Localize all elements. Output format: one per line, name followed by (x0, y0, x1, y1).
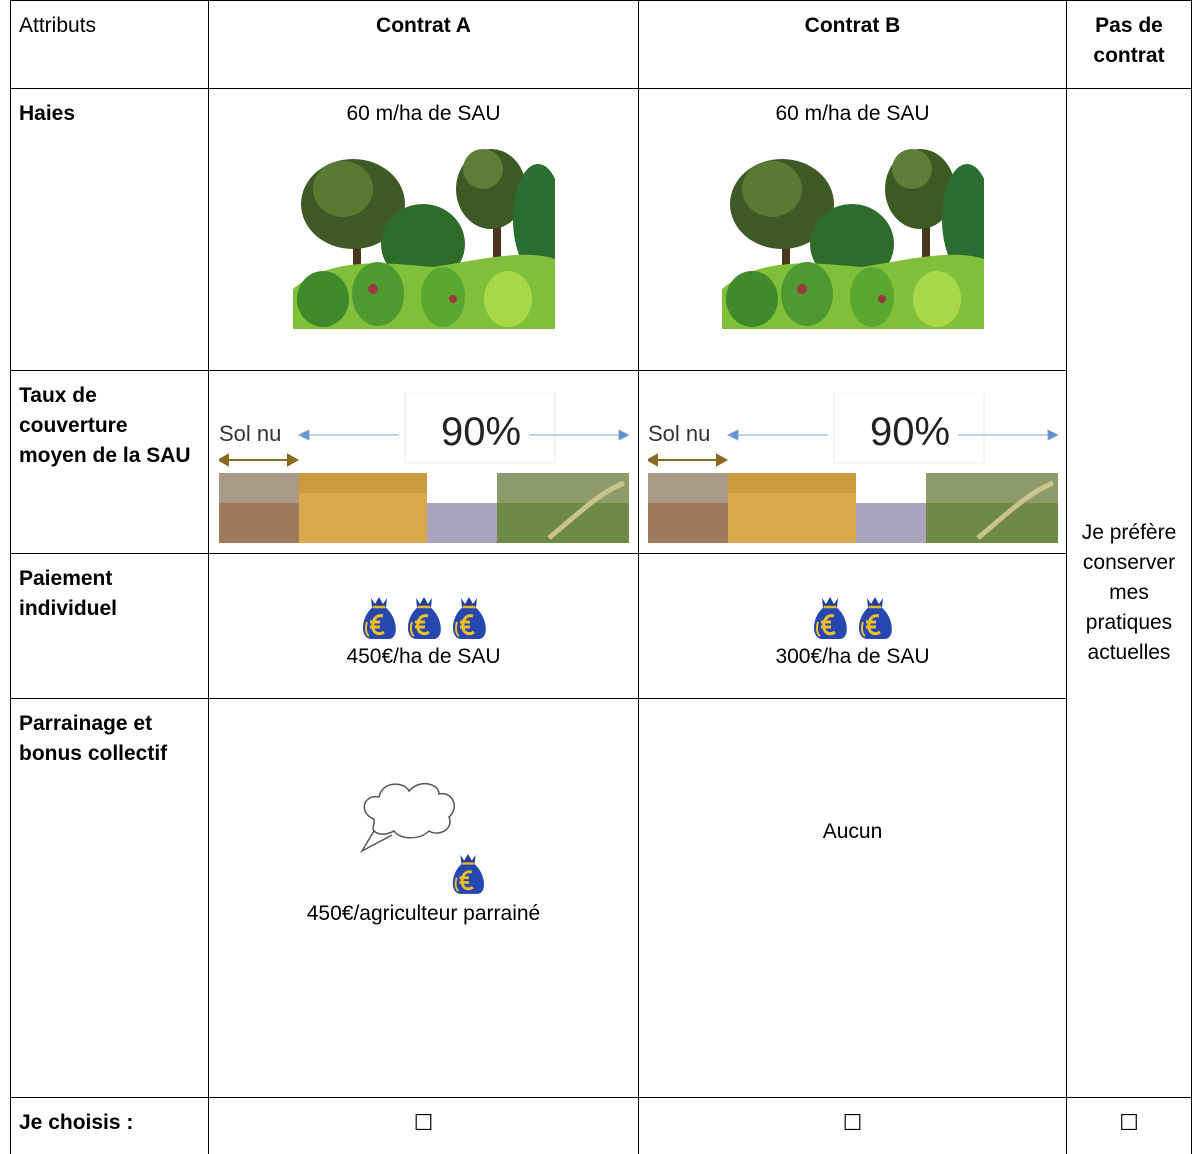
row-label: Haies (10, 88, 209, 371)
row-couverture: Taux de couverture moyen de la SAU Sol n… (10, 370, 1192, 554)
cell: Aucun (638, 698, 1067, 1098)
row-choice: Je choisis : ☐ ☐ ☐ (10, 1097, 1192, 1154)
row-paiement: Paiement individuel 450€/ha de SAU 300€/… (10, 553, 1192, 699)
sponsor-image (359, 783, 485, 895)
arrow (297, 429, 399, 441)
arrow (726, 429, 828, 441)
arrow (218, 453, 299, 467)
cell-text: 450€/agriculteur parrainé (306, 902, 541, 925)
choice-table: Attributs Contrat A Contrat B Pas de con… (10, 0, 1192, 1154)
header-cell: Attributs (10, 0, 209, 89)
cell: 60 m/ha de SAU (208, 88, 639, 371)
cell-text: 300€/ha de SAU (775, 645, 930, 668)
coverage-image: Sol nu 90% (218, 393, 629, 543)
checkbox[interactable]: ☐ (1066, 1097, 1192, 1154)
arrow (647, 453, 728, 467)
checkbox[interactable]: ☐ (638, 1097, 1067, 1154)
row-label: Parrainage et bonus collectif (10, 698, 209, 1098)
row-haies: Haies 60 m/ha de SAU 60 m/ha de SAU Je p… (10, 88, 1192, 1098)
cell: 60 m/ha de SAU (638, 88, 1067, 371)
cell-text: Aucun (822, 820, 883, 843)
scale-value: 90% (869, 410, 949, 454)
hedge-image (293, 149, 555, 329)
money-icons (360, 595, 487, 640)
cell: 450€/ha de SAU (208, 553, 639, 699)
coverage-image: Sol nu 90% (647, 393, 1058, 543)
no-contract-cell: Je préfère conserver mes pratiques actue… (1066, 88, 1192, 1098)
scale-start: Sol nu (219, 421, 281, 446)
cell-text: 60 m/ha de SAU (346, 102, 501, 125)
arrow (528, 429, 629, 441)
header-cell: Contrat B (638, 0, 1067, 89)
cell: Sol nu 90% (638, 370, 1067, 554)
cell-text: 450€/ha de SAU (346, 645, 501, 668)
cell-text: 60 m/ha de SAU (775, 102, 930, 125)
row-label: Paiement individuel (10, 553, 209, 699)
cell: 300€/ha de SAU (638, 553, 1067, 699)
money-icons (812, 595, 894, 640)
cell: Sol nu 90% (208, 370, 639, 554)
header-row: Attributs Contrat A Contrat B Pas de con… (10, 0, 1192, 89)
scale-value: 90% (440, 410, 520, 454)
header-cell: Pas de contrat (1066, 0, 1192, 89)
row-label: Je choisis : (10, 1097, 209, 1154)
row-parrainage: Parrainage et bonus collectif 450€/agric… (10, 698, 1192, 1098)
header-cell: Contrat A (208, 0, 639, 89)
row-label: Taux de couverture moyen de la SAU (10, 370, 209, 554)
hedge-image (722, 149, 984, 329)
scale-start: Sol nu (648, 421, 710, 446)
value-box (833, 393, 984, 464)
cell: 450€/agriculteur parrainé (208, 698, 639, 1098)
arrow (957, 429, 1058, 441)
checkbox[interactable]: ☐ (208, 1097, 639, 1154)
value-box (404, 393, 555, 464)
